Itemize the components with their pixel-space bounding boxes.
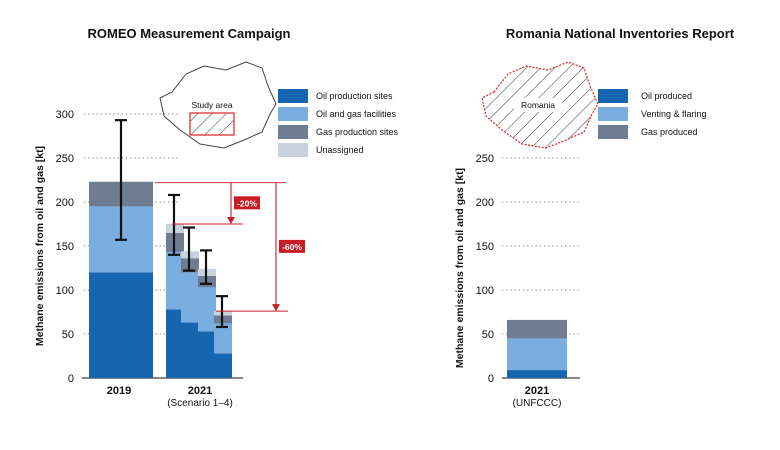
romania-map: Romania <box>481 61 599 149</box>
legend-item: Oil produced <box>598 89 692 103</box>
bar-segment <box>507 319 567 339</box>
legend-item: Venting & flaring <box>598 107 707 121</box>
legend: Oil produced Venting & flaring Gas produ… <box>598 89 707 139</box>
legend-swatch <box>278 107 308 121</box>
legend-item: Unassigned <box>278 143 364 157</box>
reduction-badge <box>279 239 305 253</box>
y-tick-label: 150 <box>476 241 494 253</box>
y-tick-label: 50 <box>62 329 74 341</box>
bars <box>507 319 567 378</box>
map-label: Study area <box>191 100 232 110</box>
bar-segment <box>214 353 232 378</box>
reduction-badge <box>234 196 260 210</box>
chart-title: ROMEO Measurement Campaign <box>88 26 291 41</box>
legend-swatch <box>278 89 308 103</box>
x-tick-label: 2019 <box>107 385 131 397</box>
legend-item: Oil production sites <box>278 89 393 103</box>
reduction-badge-label: -60% <box>282 242 302 252</box>
legend-label: Oil and gas facilities <box>316 109 397 119</box>
y-tick-label: 200 <box>476 197 494 209</box>
legend-label: Venting & flaring <box>641 109 707 119</box>
x-tick-sublabel: (Scenario 1–4) <box>167 398 233 409</box>
y-axis-label: Methane emissions from oil and gas [kt] <box>454 168 466 368</box>
bar-segment <box>198 287 216 332</box>
y-tick-label: 100 <box>56 285 74 297</box>
legend-item: Gas production sites <box>278 125 399 139</box>
bars <box>89 119 232 378</box>
legend-swatch <box>278 125 308 139</box>
map-label: Romania <box>521 100 555 110</box>
x-tick-label: 2021 <box>188 385 212 397</box>
bar-segment <box>507 338 567 371</box>
y-tick-label: 300 <box>56 109 74 121</box>
legend-label: Oil production sites <box>316 91 393 101</box>
y-axis-label: Methane emissions from oil and gas [kt] <box>34 146 46 346</box>
legend-label: Oil produced <box>641 91 692 101</box>
bar-segment <box>214 323 232 354</box>
legend: Oil production sites Oil and gas facilit… <box>278 89 399 157</box>
legend-swatch <box>598 125 628 139</box>
y-tick-label: 250 <box>56 153 74 165</box>
y-tick-label: 150 <box>56 241 74 253</box>
legend-item: Oil and gas facilities <box>278 107 397 121</box>
legend-label: Gas produced <box>641 127 698 137</box>
chart-romeo: ROMEO Measurement Campaign Study area Me… <box>34 26 399 409</box>
bar-segment <box>166 252 184 310</box>
bar-segment <box>198 331 216 378</box>
y-tick-label: 0 <box>488 373 494 385</box>
y-tick-label: 50 <box>482 329 494 341</box>
y-axis: 0 50 100 150 200 250 <box>476 153 580 385</box>
x-tick-label: 2021 <box>525 385 549 397</box>
y-axis: 0 50 100 150 200 250 300 <box>56 109 180 385</box>
legend-item: Gas produced <box>598 125 698 139</box>
bar-segment <box>181 322 199 378</box>
legend-swatch <box>278 143 308 157</box>
bar-segment <box>507 370 567 378</box>
chart-title: Romania National Inventories Report <box>506 26 735 41</box>
legend-label: Unassigned <box>316 145 364 155</box>
legend-label: Gas production sites <box>316 127 399 137</box>
arrow-head <box>227 217 235 224</box>
study-area-box <box>189 112 235 136</box>
y-tick-label: 100 <box>476 285 494 297</box>
x-tick-sublabel: (UNFCCC) <box>513 398 562 409</box>
y-tick-label: 250 <box>476 153 494 165</box>
arrow-head <box>272 304 280 312</box>
y-tick-label: 0 <box>68 373 74 385</box>
romania-map-study-area: Study area <box>159 61 277 149</box>
legend-swatch <box>598 107 628 121</box>
bar-segment <box>166 309 184 378</box>
y-tick-label: 200 <box>56 197 74 209</box>
legend-swatch <box>598 89 628 103</box>
reduction-annotations: -20% -60% <box>155 182 305 312</box>
bar-segment <box>181 272 199 323</box>
reduction-badge-label: -20% <box>237 198 257 208</box>
bar-segment <box>89 272 153 378</box>
chart-national-inventory: Romania National Inventories Report Roma… <box>454 26 735 409</box>
